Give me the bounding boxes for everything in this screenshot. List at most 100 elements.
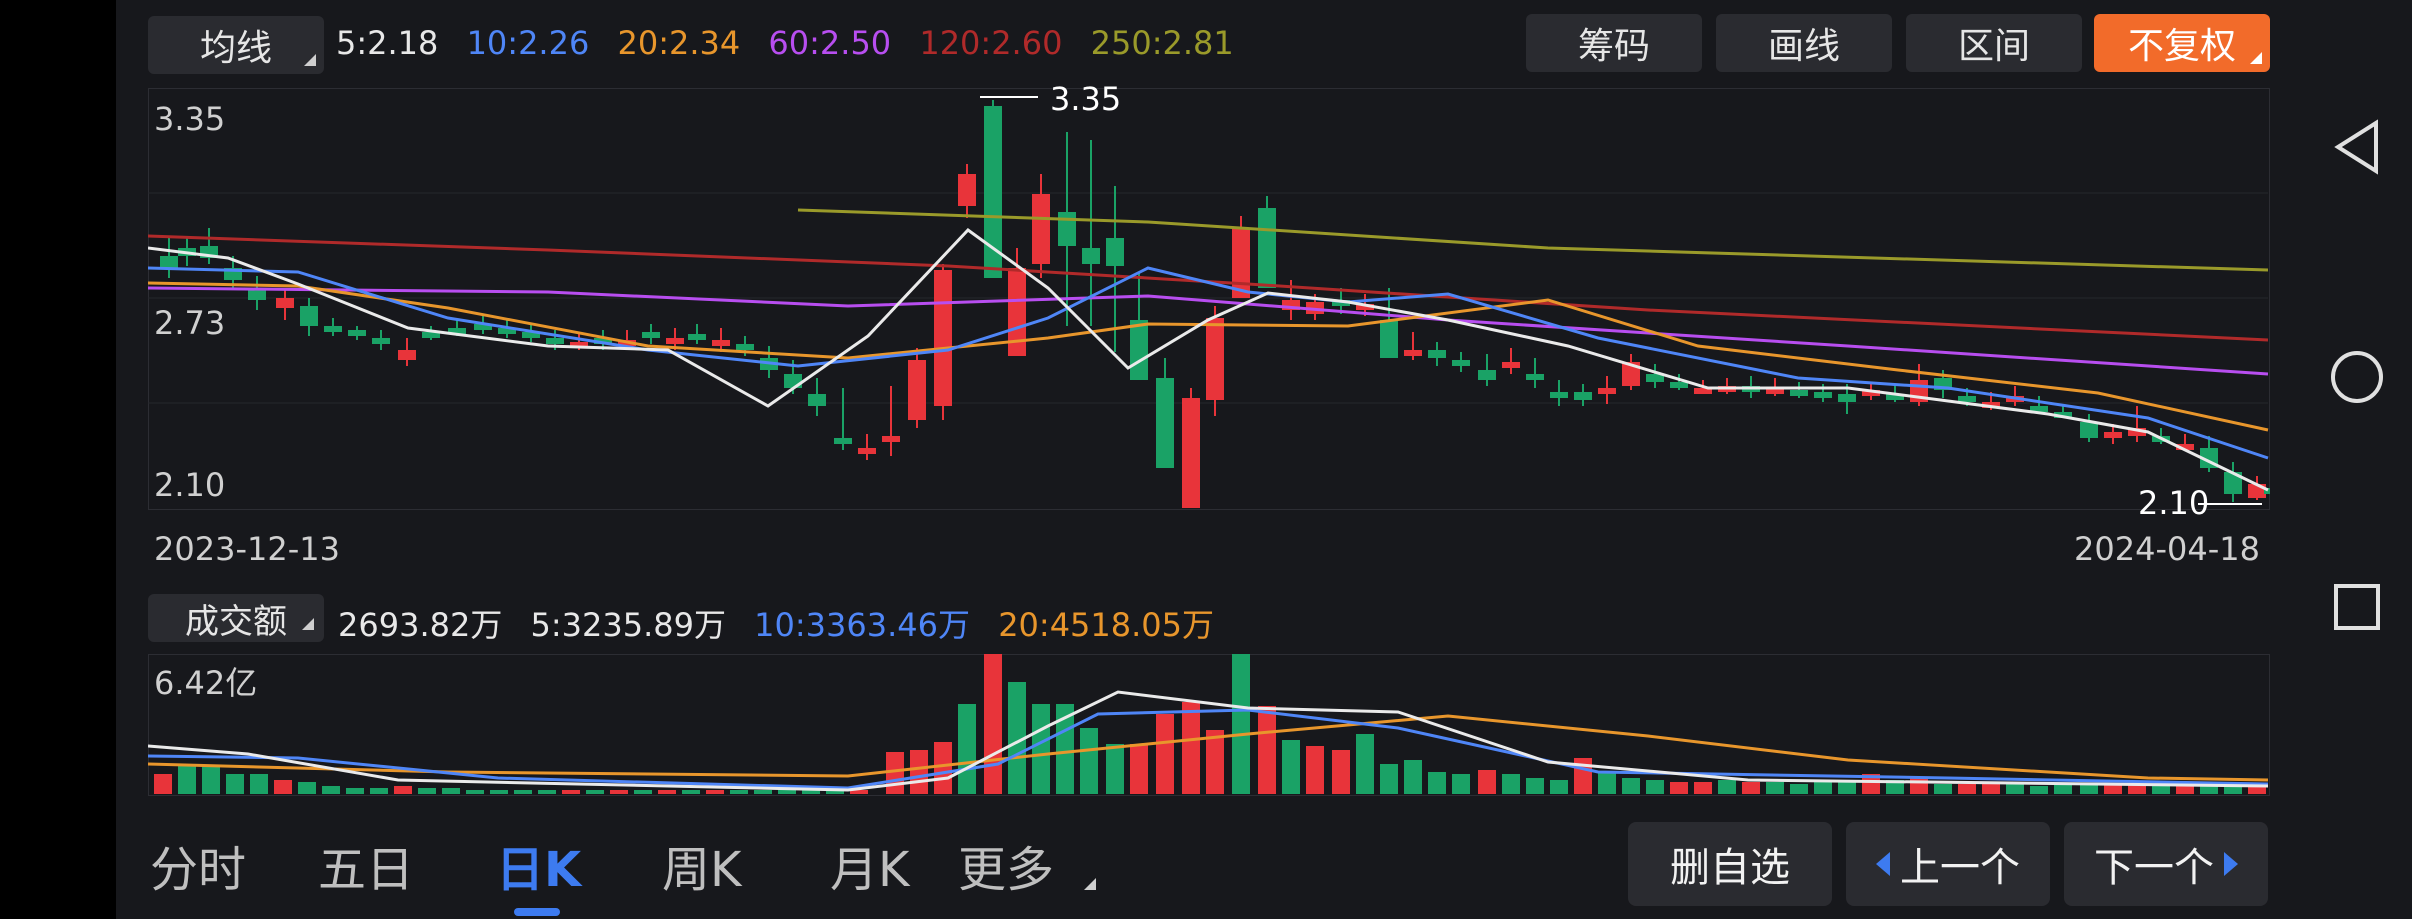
no-adjust-button[interactable]: 不复权 bbox=[2094, 14, 2270, 72]
volume-bar bbox=[910, 750, 928, 794]
tab-monthly-k[interactable]: 月K bbox=[830, 842, 910, 898]
candle-body bbox=[1258, 208, 1276, 288]
volume-bar bbox=[2030, 786, 2048, 794]
recents-nav-button[interactable] bbox=[2302, 552, 2412, 662]
volume-bar bbox=[1718, 780, 1736, 794]
active-tab-indicator bbox=[514, 908, 560, 916]
range-label: 区间 bbox=[1957, 26, 2030, 67]
tab-five-day[interactable]: 五日 bbox=[318, 842, 415, 898]
ma60-line bbox=[148, 286, 2269, 376]
volume-bar bbox=[538, 790, 556, 794]
volume-bar bbox=[226, 774, 244, 794]
ma-value-5: 5:2.18 bbox=[336, 24, 439, 62]
price-axis-mid: 2.73 bbox=[154, 304, 226, 342]
volume-bar bbox=[706, 790, 724, 794]
volume-bar bbox=[1332, 750, 1350, 794]
tab-intraday[interactable]: 分时 bbox=[150, 842, 247, 898]
candle-body bbox=[1670, 382, 1688, 388]
volume-bar bbox=[178, 764, 196, 794]
candles bbox=[160, 100, 2270, 508]
volume-chart[interactable] bbox=[148, 654, 2270, 796]
candle-body bbox=[300, 306, 318, 326]
candle-body bbox=[2080, 422, 2098, 438]
candle-body bbox=[570, 342, 588, 348]
volume-bar bbox=[2248, 786, 2266, 794]
no-adjust-label: 不复权 bbox=[2127, 26, 2236, 67]
volume-bar bbox=[1526, 778, 1544, 794]
chips-button[interactable]: 筹码 bbox=[1526, 14, 1702, 72]
candle-body bbox=[1156, 378, 1174, 468]
ma-select-button[interactable]: 均线 bbox=[148, 16, 324, 74]
volume-bar bbox=[1958, 784, 1976, 794]
candle-body bbox=[666, 338, 684, 344]
volume-bar bbox=[586, 790, 604, 794]
candle-body bbox=[2104, 432, 2122, 438]
tab-weekly-k[interactable]: 周K bbox=[662, 842, 742, 898]
volume-bar bbox=[754, 790, 772, 794]
end-date: 2024-04-18 bbox=[2074, 530, 2260, 568]
candle-body bbox=[1452, 360, 1470, 366]
back-nav-button[interactable] bbox=[2302, 92, 2412, 202]
volume-bar bbox=[2054, 784, 2072, 794]
volume-select-button[interactable]: 成交额 bbox=[148, 594, 324, 642]
candle-body bbox=[160, 256, 178, 268]
candle-body bbox=[474, 324, 492, 330]
high-annotation: 3.35 bbox=[1050, 80, 1122, 118]
volume-bar bbox=[2128, 784, 2146, 794]
chips-label: 筹码 bbox=[1577, 26, 1650, 67]
candle-body bbox=[712, 340, 730, 346]
candle-body bbox=[498, 328, 516, 334]
period-tabs: 分时 五日 日K 周K 月K 更多 bbox=[116, 830, 1116, 900]
volume-bar bbox=[1182, 702, 1200, 794]
ma250-line bbox=[797, 208, 2269, 272]
ma10-line bbox=[148, 266, 2269, 460]
candle-body bbox=[348, 330, 366, 336]
volume-bar bbox=[2200, 784, 2218, 794]
volume-bar bbox=[850, 790, 868, 794]
candle-body bbox=[324, 326, 342, 332]
tab-daily-k[interactable]: 日K bbox=[496, 842, 582, 898]
volume-bar bbox=[1080, 728, 1098, 794]
candle-body bbox=[1106, 238, 1124, 266]
draw-line-button[interactable]: 画线 bbox=[1716, 14, 1892, 72]
volume-bar bbox=[1356, 734, 1374, 794]
candle-body bbox=[2128, 428, 2146, 436]
candle-body bbox=[808, 394, 826, 406]
volume-axis-max: 6.42亿 bbox=[154, 664, 258, 702]
candle-body bbox=[984, 106, 1002, 278]
candle-body bbox=[422, 332, 440, 338]
candle-body bbox=[2176, 444, 2194, 450]
candle-body bbox=[594, 338, 612, 344]
volume-bar bbox=[1886, 780, 1904, 794]
volume-bar bbox=[1694, 782, 1712, 794]
volume-bar bbox=[370, 788, 388, 794]
next-stock-button[interactable]: 下一个 bbox=[2064, 822, 2268, 906]
price-chart[interactable] bbox=[148, 88, 2270, 510]
dropdown-triangle-icon bbox=[302, 618, 314, 630]
volume-bar bbox=[1622, 778, 1640, 794]
candle-body bbox=[908, 360, 926, 420]
ma-select-label: 均线 bbox=[199, 28, 272, 69]
candle-body bbox=[248, 288, 266, 300]
volume-bar bbox=[1130, 744, 1148, 794]
prev-stock-button[interactable]: 上一个 bbox=[1846, 822, 2050, 906]
volume-bar bbox=[1206, 730, 1224, 794]
ma120-line bbox=[148, 234, 2269, 342]
candle-body bbox=[688, 334, 706, 340]
volume-bar bbox=[2104, 784, 2122, 794]
tab-more[interactable]: 更多 bbox=[958, 842, 1055, 898]
home-nav-button[interactable] bbox=[2302, 322, 2412, 432]
volume-bar bbox=[958, 704, 976, 794]
volume-ma10: 10:3363.46万 bbox=[754, 606, 971, 644]
low-marker-arrow bbox=[2198, 503, 2262, 505]
candle-body bbox=[1814, 392, 1832, 398]
range-button[interactable]: 区间 bbox=[1906, 14, 2082, 72]
candle-body bbox=[1332, 300, 1350, 306]
delete-watchlist-button[interactable]: 删自选 bbox=[1628, 822, 1832, 906]
volume-current: 2693.82万 bbox=[338, 606, 503, 644]
volume-bar bbox=[490, 790, 508, 794]
volume-bar bbox=[1646, 780, 1664, 794]
volume-bar bbox=[298, 782, 316, 794]
candle-body bbox=[276, 298, 294, 308]
price-axis-high: 3.35 bbox=[154, 100, 226, 138]
